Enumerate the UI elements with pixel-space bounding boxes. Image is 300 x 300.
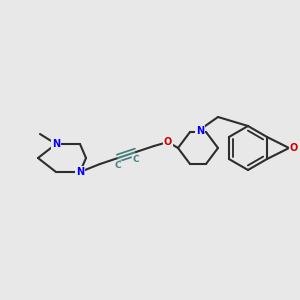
Text: C: C [115, 161, 121, 170]
Text: N: N [76, 167, 84, 177]
Text: O: O [164, 137, 172, 147]
Text: N: N [52, 139, 60, 149]
Text: N: N [196, 126, 204, 136]
Text: O: O [290, 143, 298, 153]
Text: C: C [133, 155, 139, 164]
